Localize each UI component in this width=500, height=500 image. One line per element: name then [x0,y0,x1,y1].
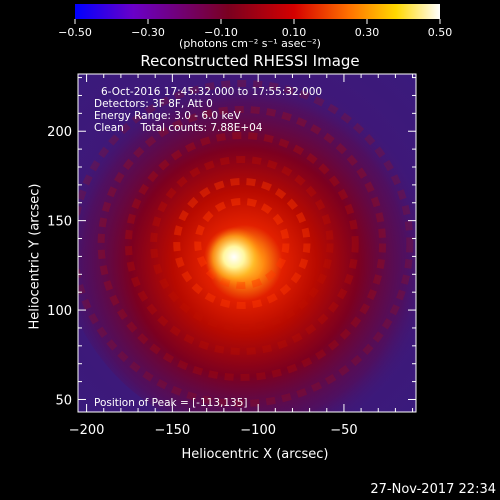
x-tick-label: −150 [155,423,191,438]
y-axis-ticks: 50 100 150 200 [47,77,416,408]
annotation-detectors: Detectors: 3F 8F, Att 0 [94,98,213,110]
sidelobe-ring [78,80,414,407]
x-axis-ticks: −200 −150 −100 −50 [69,74,414,438]
annotation-peak-position: Position of Peak = [-113,135] [94,397,248,409]
colorbar-tick-label: −0.50 [58,26,92,39]
chart-title: Reconstructed RHESSI Image [140,52,360,70]
colorbar-unit-label: (photons cm⁻² s⁻¹ asec⁻²) [179,37,321,50]
y-tick-label: 100 [47,304,72,319]
plot-frame [77,73,417,413]
y-tick-label: 150 [47,215,72,230]
y-tick-label: 200 [47,125,72,140]
colorbar-tick-label: −0.10 [204,26,238,39]
y-axis-label: Heliocentric Y (arcsec) [27,183,43,330]
annotation-clean-counts: Clean Total counts: 7.88E+04 [94,122,263,134]
sidelobe-ring [173,177,311,309]
timestamp: 27-Nov-2017 22:34 [370,482,496,497]
sidelobe-ring [150,155,334,331]
colorbar-tick-label: 0.50 [428,26,453,39]
sidelobe-ring [97,105,387,381]
annotation-energy-range: Energy Range: 3.0 - 6.0 keV [94,110,241,122]
colorbar-tick-label: −0.30 [131,26,165,39]
x-tick-label: −200 [69,423,105,438]
colorbar [75,4,440,19]
colorbar-tick-label: 0.30 [355,26,380,39]
colorbar-ticks: −0.50 −0.30 −0.10 0.10 0.30 0.50 [58,19,452,39]
annotation-time-range: 6-Oct-2016 17:45:32.000 to 17:55:32.000 [101,86,323,98]
y-tick-label: 50 [55,393,72,408]
colorbar-tick-label: 0.10 [282,26,307,39]
x-axis-label: Heliocentric X (arcsec) [181,447,329,462]
sidelobe-ring [124,131,359,355]
x-tick-label: −100 [240,423,276,438]
x-tick-label: −50 [330,423,357,438]
